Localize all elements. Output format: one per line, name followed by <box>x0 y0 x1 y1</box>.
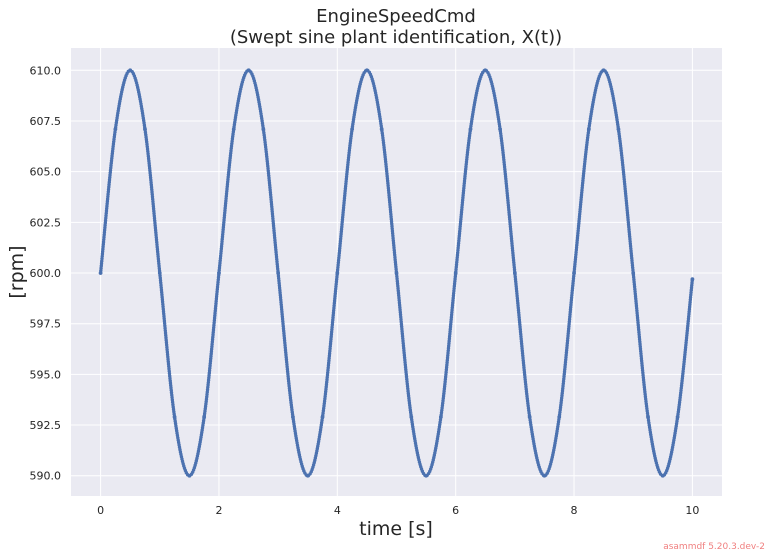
y-tick-label: 597.5 <box>30 318 62 331</box>
data-point <box>365 68 369 73</box>
series-group <box>98 68 695 478</box>
y-tick-label: 607.5 <box>30 115 62 128</box>
data-point <box>394 271 399 275</box>
x-axis-label: time [s] <box>359 518 433 540</box>
data-point <box>483 68 488 73</box>
y-tick-label: 602.5 <box>30 216 62 229</box>
x-tick-label: 4 <box>334 504 341 517</box>
data-point <box>586 127 591 131</box>
data-point <box>320 415 325 419</box>
chart-title: EngineSpeedCmd <box>316 6 476 27</box>
data-point <box>409 415 414 419</box>
data-point <box>202 415 207 419</box>
x-tick-label: 6 <box>452 504 459 517</box>
data-point <box>350 127 355 131</box>
data-point <box>631 271 636 275</box>
data-point <box>335 271 340 275</box>
x-axis-ticks: 0 2 4 6 8 10 <box>97 504 699 517</box>
data-point <box>246 68 251 73</box>
data-point <box>291 415 295 419</box>
data-point <box>527 415 532 419</box>
data-point <box>453 271 458 275</box>
data-point <box>128 68 133 73</box>
y-tick-label: 590.0 <box>30 470 62 483</box>
x-tick-label: 10 <box>685 504 699 517</box>
data-point <box>468 127 473 131</box>
data-point <box>616 127 621 131</box>
data-point <box>498 127 502 131</box>
data-point <box>438 415 443 419</box>
x-tick-label: 2 <box>215 504 222 517</box>
x-tick-label: 8 <box>571 504 578 517</box>
data-point <box>660 473 665 478</box>
data-point <box>557 415 562 419</box>
y-axis-label: [rpm] <box>6 245 28 298</box>
data-point <box>231 127 236 131</box>
data-point <box>98 271 103 275</box>
data-point <box>424 473 428 478</box>
data-point <box>172 415 177 419</box>
data-point <box>305 473 310 478</box>
data-point <box>542 473 547 478</box>
data-point <box>217 271 221 275</box>
data-point <box>379 127 384 131</box>
data-point <box>572 271 576 275</box>
data-point <box>646 415 650 419</box>
data-point <box>690 277 695 281</box>
data-point <box>276 271 281 275</box>
y-axis-ticks: 590.0 592.5 595.0 597.5 600.0 602.5 605.0 607.5… <box>30 64 62 482</box>
data-point <box>187 473 192 478</box>
data-point <box>157 271 162 275</box>
chart-subtitle: (Swept sine plant identification, X(t)) <box>230 27 562 48</box>
y-tick-label: 610.0 <box>30 64 62 77</box>
version-watermark: asammdf 5.20.3.dev-2 <box>663 542 765 552</box>
y-tick-label: 592.5 <box>30 419 62 432</box>
y-tick-label: 600.0 <box>30 267 62 280</box>
x-tick-label: 0 <box>97 504 104 517</box>
y-tick-label: 595.0 <box>30 368 62 381</box>
data-point <box>261 127 266 131</box>
data-point <box>143 127 147 131</box>
data-point <box>113 127 118 131</box>
data-point <box>601 68 606 73</box>
y-tick-label: 605.0 <box>30 166 62 179</box>
data-point <box>675 415 680 419</box>
data-point <box>512 271 517 275</box>
